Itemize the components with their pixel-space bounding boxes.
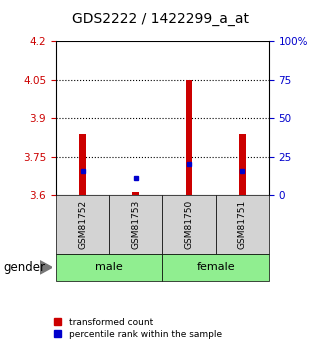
Text: GDS2222 / 1422299_a_at: GDS2222 / 1422299_a_at (71, 12, 249, 26)
Text: male: male (95, 263, 123, 272)
Text: GSM81750: GSM81750 (185, 200, 194, 249)
Bar (132, 192, 139, 195)
Bar (186, 80, 192, 195)
Text: GSM81752: GSM81752 (78, 200, 87, 249)
Text: GSM81753: GSM81753 (131, 200, 140, 249)
Bar (239, 134, 246, 195)
Text: GSM81751: GSM81751 (238, 200, 247, 249)
Polygon shape (40, 261, 52, 274)
Text: gender: gender (3, 261, 45, 274)
Text: female: female (196, 263, 235, 272)
Bar (79, 134, 86, 195)
Legend: transformed count, percentile rank within the sample: transformed count, percentile rank withi… (54, 318, 222, 339)
